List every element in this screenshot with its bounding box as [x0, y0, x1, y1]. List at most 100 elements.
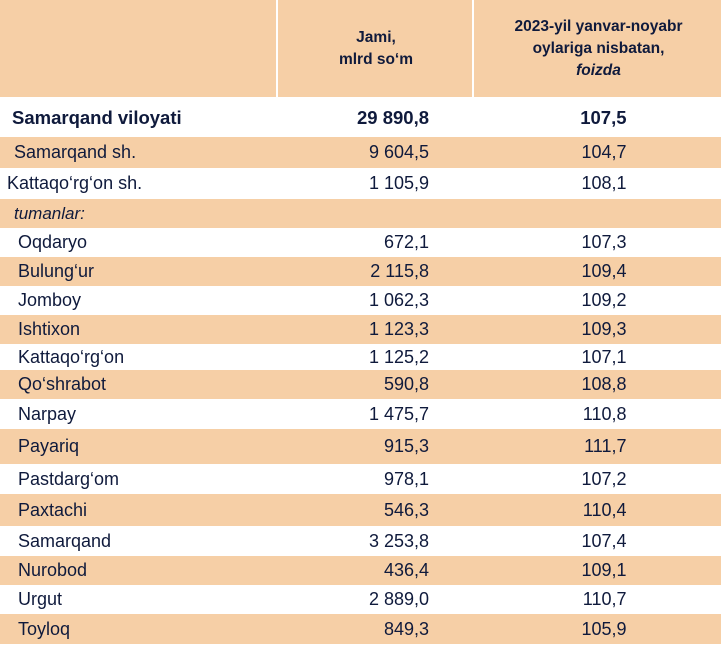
row-name: Bulung‘ur: [18, 261, 95, 281]
row-jami-value: 436,4: [383, 560, 429, 580]
row-name: Pastdarg‘om: [18, 468, 120, 489]
row-foizda-value: 110,4: [582, 499, 627, 520]
row-foizda-value: 107,3: [581, 232, 627, 252]
total-foizda: 107,5: [472, 102, 721, 133]
row-foizda: 107,4: [472, 526, 721, 556]
row-jami: 915,3: [276, 429, 472, 464]
header-foizda-line3: foizda: [576, 61, 621, 79]
table-row: Nurobod 436,4 109,1: [0, 556, 721, 585]
header-jami: Jami, mlrd so‘m: [276, 0, 474, 97]
header-foizda: 2023-yil yanvar-noyabr oylariga nisbatan…: [472, 0, 721, 97]
row-jami: 436,4: [276, 556, 472, 585]
total-row: Samarqand viloyati 29 890,8 107,5: [0, 102, 721, 133]
row-foizda-value: 109,1: [581, 560, 627, 580]
row-foizda: 108,8: [472, 370, 721, 399]
table-row: Pastdarg‘om 978,1 107,2: [0, 464, 721, 494]
row-name: Nurobod: [18, 560, 88, 580]
row-foizda: 107,3: [472, 228, 721, 257]
row-jami-value: 978,1: [383, 468, 429, 489]
districts-label: tumanlar:: [14, 203, 85, 223]
row-name: Payariq: [18, 436, 80, 456]
table-row: Urgut 2 889,0 110,7: [0, 585, 721, 614]
row-foizda-value: 109,2: [581, 290, 627, 310]
row-jami: 672,1: [276, 228, 472, 257]
row-foizda-value: 108,8: [581, 374, 627, 394]
row-foizda-value: 107,1: [581, 346, 627, 367]
header-jami-line1: Jami,: [356, 28, 396, 46]
row-foizda: 105,9: [472, 614, 721, 644]
row-foizda-value: 104,7: [581, 142, 627, 162]
header-jami-line2: mlrd so‘m: [338, 50, 414, 68]
table-row: Samarqand 3 253,8 107,4: [0, 526, 721, 556]
table-row: Jomboy 1 062,3 109,2: [0, 286, 721, 315]
row-jami-value: 849,3: [383, 618, 429, 639]
row-jami-value: 2 889,0: [368, 589, 429, 609]
header-foizda-line2: oylariga nisbatan,: [532, 39, 665, 57]
row-name: Toyloq: [18, 618, 71, 639]
header-foizda-line1: 2023-yil yanvar-noyabr: [514, 17, 683, 35]
row-jami-value: 546,3: [383, 499, 429, 520]
row-foizda: 111,7: [472, 429, 721, 464]
row-jami: 1 062,3: [276, 286, 472, 315]
row-jami-value: 672,1: [383, 232, 429, 252]
row-jami: 978,1: [276, 464, 472, 494]
total-name: Samarqand viloyati: [12, 106, 182, 128]
row-jami: 590,8: [276, 370, 472, 399]
districts-label-row: tumanlar:: [0, 199, 721, 228]
total-foizda-value: 107,5: [580, 106, 627, 128]
row-name: Kattaqo‘rg‘on: [18, 346, 125, 367]
table-row: Narpay 1 475,7 110,8: [0, 399, 721, 429]
row-jami: 1 105,9: [276, 168, 472, 199]
row-jami: 1 123,3: [276, 315, 472, 344]
table-row: Bulung‘ur 2 115,8 109,4: [0, 257, 721, 286]
row-name: Narpay: [18, 403, 77, 424]
row-foizda-value: 109,4: [581, 261, 627, 281]
row-foizda-value: 108,1: [581, 173, 627, 193]
row-jami: 1 475,7: [276, 399, 472, 429]
row-name: Samarqand: [18, 530, 112, 551]
row-foizda-value: 110,7: [582, 589, 627, 609]
table-row: Qo‘shrabot 590,8 108,8: [0, 370, 721, 399]
table-row: Ishtixon 1 123,3 109,3: [0, 315, 721, 344]
row-jami: 546,3: [276, 494, 472, 526]
row-foizda: 110,8: [472, 399, 721, 429]
row-jami-value: 9 604,5: [368, 142, 429, 162]
row-jami: 2 889,0: [276, 585, 472, 614]
row-name: Urgut: [18, 589, 63, 609]
total-jami: 29 890,8: [276, 102, 472, 133]
row-name: Paxtachi: [18, 499, 88, 520]
row-jami: 1 125,2: [276, 344, 472, 370]
row-jami: 3 253,8: [276, 526, 472, 556]
total-jami-value: 29 890,8: [356, 106, 429, 128]
row-foizda: 109,2: [472, 286, 721, 315]
table-row: Kattaqo‘rg‘on 1 125,2 107,1: [0, 344, 721, 370]
table-row: Toyloq 849,3 105,9: [0, 614, 721, 644]
header-empty-cell: [0, 0, 276, 97]
row-name: Qo‘shrabot: [18, 374, 107, 394]
row-foizda: 104,7: [472, 137, 721, 168]
table-row: Payariq 915,3 111,7: [0, 429, 721, 464]
row-jami-value: 1 105,9: [368, 173, 429, 193]
row-foizda: 110,4: [472, 494, 721, 526]
row-foizda: 107,2: [472, 464, 721, 494]
row-name: Samarqand sh.: [14, 142, 137, 162]
row-name: Kattaqo‘rg‘on sh.: [7, 173, 143, 193]
row-foizda-value: 107,2: [581, 468, 627, 489]
row-name: Ishtixon: [18, 319, 81, 339]
table-row: Kattaqo‘rg‘on sh. 1 105,9 108,1: [0, 168, 721, 199]
row-jami-value: 915,3: [383, 436, 429, 456]
table-row: Oqdaryo 672,1 107,3: [0, 228, 721, 257]
row-foizda-value: 110,8: [582, 403, 627, 424]
row-jami-value: 1 475,7: [368, 403, 429, 424]
row-foizda: 108,1: [472, 168, 721, 199]
row-foizda-value: 109,3: [581, 319, 627, 339]
row-jami-value: 2 115,8: [370, 261, 429, 281]
row-foizda: 110,7: [472, 585, 721, 614]
row-jami-value: 3 253,8: [368, 530, 429, 551]
row-jami: 849,3: [276, 614, 472, 644]
row-foizda: 109,3: [472, 315, 721, 344]
row-foizda: 109,1: [472, 556, 721, 585]
row-foizda-value: 107,4: [581, 530, 627, 551]
row-jami-value: 1 123,3: [368, 319, 429, 339]
